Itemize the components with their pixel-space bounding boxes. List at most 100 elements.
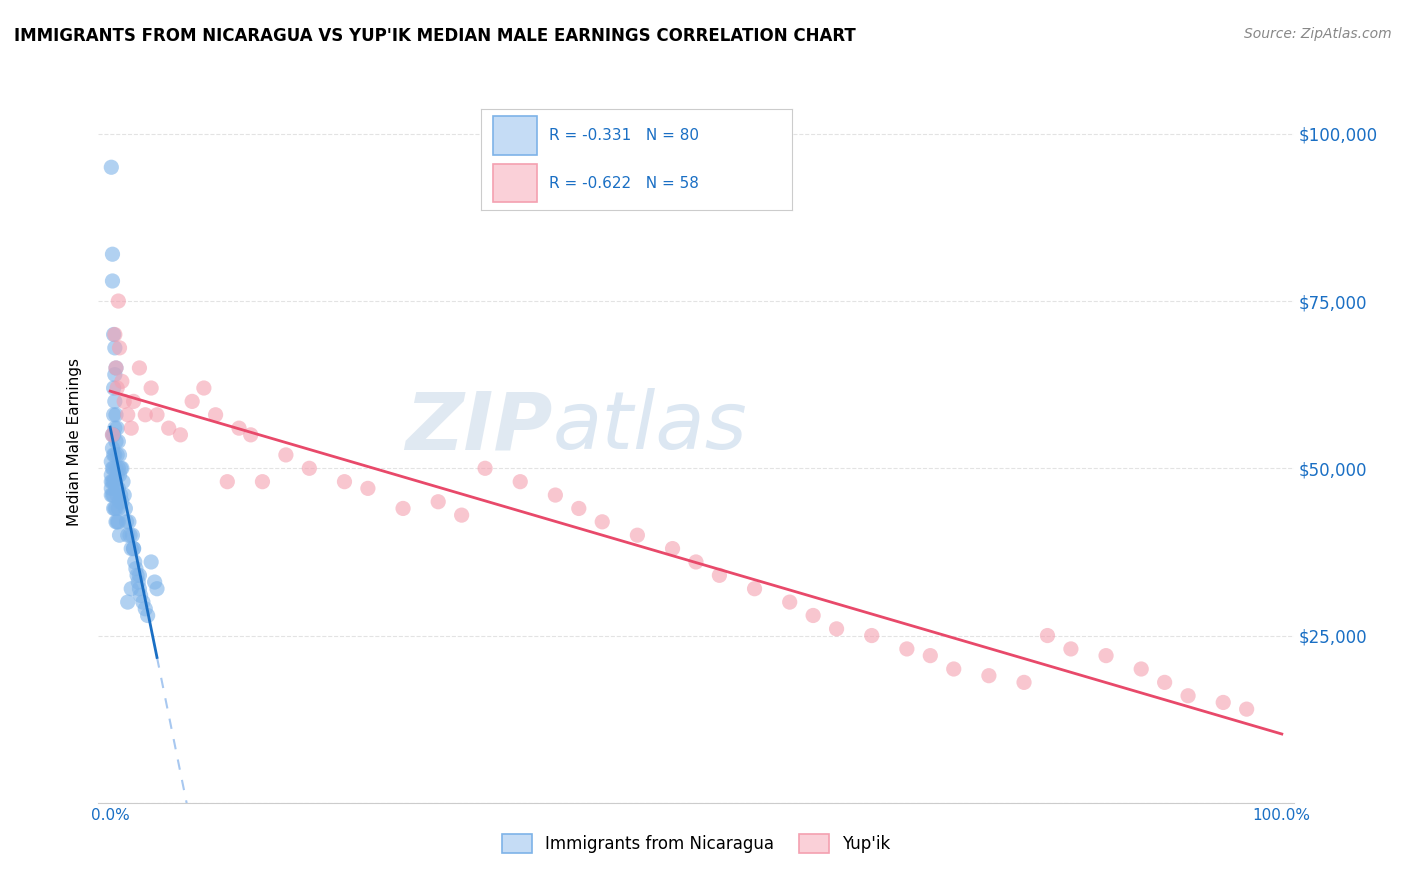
Point (101, 461, 124, 475)
Point (101, 475, 124, 489)
Point (103, 448, 125, 462)
Point (105, 515, 128, 529)
Point (392, 501, 415, 516)
Point (103, 475, 125, 489)
Point (825, 622, 848, 636)
Point (104, 448, 127, 462)
Point (118, 515, 141, 529)
Point (134, 408, 156, 422)
Point (104, 421, 127, 435)
Point (128, 568, 150, 582)
Y-axis label: Median Male Earnings: Median Male Earnings (67, 358, 83, 525)
Point (107, 434, 129, 449)
Point (942, 662, 965, 676)
Text: IMMIGRANTS FROM NICARAGUA VS YUP'IK MEDIAN MALE EARNINGS CORRELATION CHART: IMMIGRANTS FROM NICARAGUA VS YUP'IK MEDI… (14, 27, 856, 45)
Point (108, 494, 131, 508)
Point (1177, 689, 1199, 703)
Point (709, 568, 731, 582)
Point (181, 394, 204, 409)
Point (112, 488, 135, 502)
Point (1153, 675, 1175, 690)
Point (105, 461, 128, 475)
Point (801, 608, 824, 623)
Point (136, 608, 159, 623)
Point (104, 475, 127, 489)
Point (143, 575, 166, 590)
Point (626, 528, 648, 542)
Point (103, 408, 125, 422)
Point (1130, 662, 1153, 676)
Point (105, 421, 128, 435)
Point (101, 488, 124, 502)
Point (120, 528, 141, 542)
Point (111, 494, 134, 508)
Point (108, 528, 131, 542)
Point (101, 441, 124, 455)
Point (474, 461, 496, 475)
Point (1095, 648, 1118, 663)
Point (100, 467, 122, 482)
Point (977, 669, 1000, 683)
Point (125, 562, 148, 576)
Point (127, 575, 149, 590)
Point (105, 482, 128, 496)
Point (228, 421, 250, 435)
Point (193, 381, 215, 395)
Point (141, 555, 163, 569)
Point (100, 488, 122, 502)
Point (105, 361, 128, 376)
Point (103, 461, 125, 475)
Point (101, 427, 124, 442)
Point (896, 642, 918, 657)
Point (252, 475, 274, 489)
Point (108, 448, 131, 462)
Point (357, 482, 380, 496)
Point (101, 427, 124, 442)
Point (450, 508, 472, 523)
Point (146, 408, 169, 422)
Point (111, 461, 134, 475)
Point (1036, 628, 1059, 642)
Point (122, 541, 145, 556)
Point (117, 408, 139, 422)
Point (1060, 642, 1083, 657)
Point (100, 482, 122, 496)
Point (860, 628, 883, 642)
Point (105, 408, 128, 422)
Point (105, 467, 128, 482)
Point (107, 501, 129, 516)
Point (120, 421, 142, 435)
Point (100, 454, 122, 469)
Point (103, 327, 125, 342)
Point (120, 541, 142, 556)
Point (141, 381, 163, 395)
Point (239, 427, 262, 442)
Point (129, 589, 152, 603)
Point (509, 475, 531, 489)
Point (117, 528, 139, 542)
Point (103, 501, 125, 516)
Point (169, 427, 191, 442)
Text: ZIP: ZIP (405, 388, 553, 467)
Point (427, 494, 450, 508)
Point (103, 488, 125, 502)
Point (107, 515, 129, 529)
Point (544, 488, 567, 502)
Point (333, 475, 356, 489)
Point (104, 501, 127, 516)
Point (105, 381, 128, 395)
Legend: Immigrants from Nicaragua, Yup'ik: Immigrants from Nicaragua, Yup'ik (495, 827, 897, 860)
Point (104, 368, 127, 382)
Point (108, 467, 131, 482)
Point (1012, 675, 1035, 690)
Point (112, 475, 135, 489)
Point (103, 381, 125, 395)
Point (128, 582, 150, 596)
Point (122, 541, 145, 556)
Point (111, 375, 134, 389)
Point (661, 541, 683, 556)
Point (117, 595, 139, 609)
Point (110, 488, 132, 502)
Point (107, 461, 129, 475)
Point (132, 595, 155, 609)
